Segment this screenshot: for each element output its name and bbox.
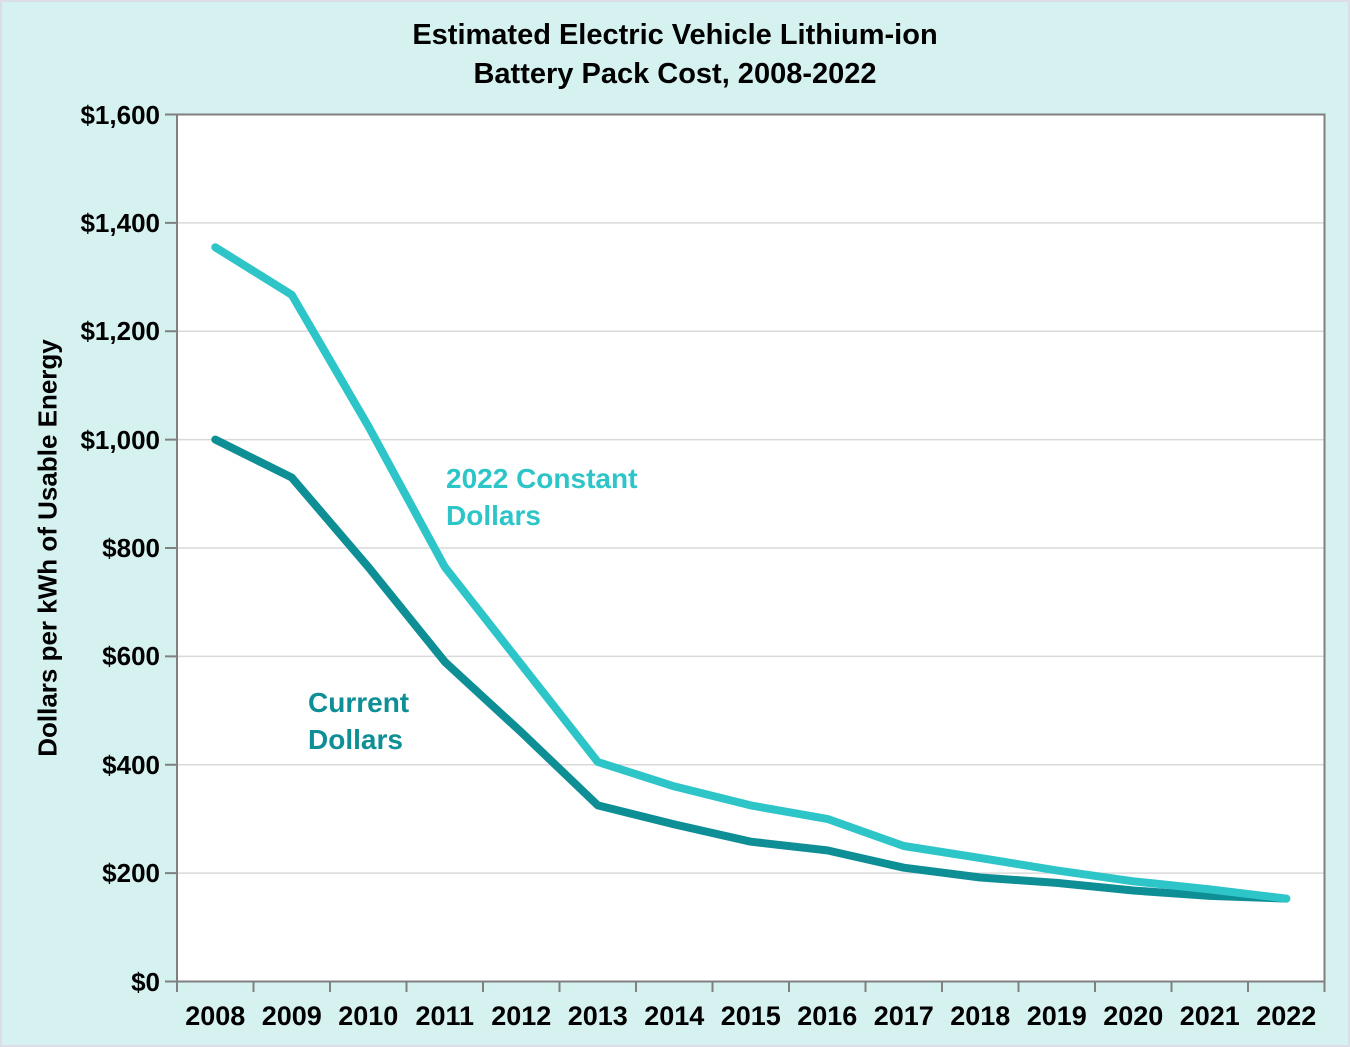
x-axis-tick-label: 2009 <box>261 1001 322 1031</box>
x-axis-tick-label: 2020 <box>1103 1001 1164 1031</box>
x-axis-tick-label: 2013 <box>567 1001 628 1031</box>
y-axis-tick-label: $1,200 <box>80 316 160 347</box>
x-axis-tick-label: 2010 <box>338 1001 399 1031</box>
y-axis-tick-label: $0 <box>131 966 160 997</box>
y-axis-tick-label: $1,400 <box>80 207 160 238</box>
series-line-current-dollars <box>211 435 1291 903</box>
x-axis-tick-label: 2017 <box>873 1001 934 1031</box>
x-axis-tick-label: 2019 <box>1026 1001 1087 1031</box>
x-axis-tick-label: 2014 <box>644 1001 705 1031</box>
y-axis-tick-label: $400 <box>102 749 160 780</box>
x-axis-tick-label: 2021 <box>1179 1001 1240 1031</box>
series-label-2022-constant-dollars: 2022 Constant Dollars <box>446 463 638 531</box>
x-axis-tick-label: 2011 <box>415 1001 475 1031</box>
x-axis-tick-label: 2018 <box>950 1001 1011 1031</box>
y-axis-tick-label: $1,600 <box>80 99 160 130</box>
series-line-2022-constant-dollars <box>211 243 1291 903</box>
x-axis-tick-label: 2015 <box>720 1001 781 1031</box>
x-axis-tick-label: 2008 <box>185 1001 246 1031</box>
chart-title: Estimated Electric Vehicle Lithium-ion B… <box>412 19 938 90</box>
y-axis-tick-label: $600 <box>102 641 160 672</box>
x-axis-tick-label: 2022 <box>1256 1001 1317 1031</box>
series-label-current-dollars: Current Dollars <box>308 687 410 755</box>
x-axis-tick-label: 2016 <box>797 1001 858 1031</box>
y-axis-tick-label: $200 <box>102 858 160 889</box>
y-axis-tick-label: $1,000 <box>80 424 160 455</box>
y-axis-tick-label: $800 <box>102 533 160 563</box>
x-axis-tick-label: 2012 <box>491 1001 552 1031</box>
